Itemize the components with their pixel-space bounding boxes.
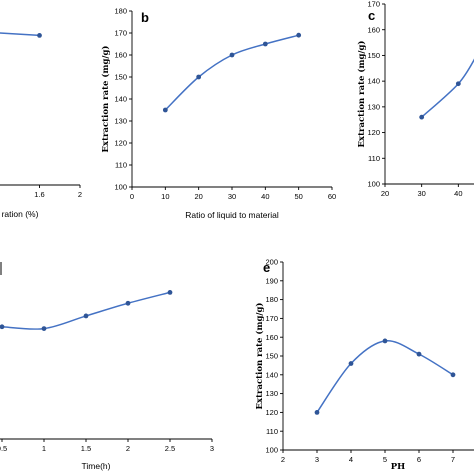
y-tick-label: 130 [265, 389, 278, 398]
data-point [450, 372, 456, 378]
x-tick-label: 7 [451, 455, 455, 464]
y-tick-label: 140 [265, 370, 278, 379]
y-axis-label: Extraction rate (mg/g) [356, 41, 367, 148]
x-axis-label: Time(h) [82, 461, 111, 471]
y-tick-label: 180 [114, 7, 127, 16]
x-tick-label: 40 [261, 192, 269, 201]
y-tick-label: 130 [367, 102, 380, 111]
data-point [162, 107, 168, 113]
y-tick-label: 120 [114, 139, 127, 148]
y-tick-label: 110 [266, 427, 278, 436]
y-tick-label: 200 [265, 258, 278, 267]
y-tick-label: 100 [114, 183, 127, 192]
x-tick-label: 50 [294, 192, 302, 201]
data-point [314, 410, 320, 415]
data-point [167, 289, 173, 295]
y-tick-label: 170 [367, 0, 380, 9]
x-tick-label: 20 [194, 192, 202, 201]
x-tick-label: 1 [42, 444, 46, 453]
x-tick-label: 30 [228, 192, 236, 201]
y-tick-label: 110 [115, 161, 127, 170]
y-tick-label: 140 [114, 95, 127, 104]
y-tick-label: 160 [265, 333, 278, 342]
data-point [416, 351, 422, 357]
data-point [419, 114, 425, 120]
x-tick-label: 3 [210, 444, 214, 453]
panel-label: c [368, 8, 375, 23]
y-axis-label: Extraction rate (mg/g) [254, 303, 265, 410]
x-tick-label: 3 [315, 455, 319, 464]
y-tick-label: 160 [367, 25, 380, 34]
x-tick-label: 0.5 [0, 444, 7, 453]
y-tick-label: 170 [114, 29, 127, 38]
x-tick-label: 30 [417, 189, 425, 198]
x-tick-label: 40 [454, 189, 462, 198]
data-point [37, 33, 42, 38]
y-tick-label: 130 [114, 117, 127, 126]
chart-panel-a: 1.6 2 ration (%) [0, 32, 82, 219]
y-tick-label: 100 [367, 180, 380, 189]
x-axis-label: PH [391, 462, 405, 472]
y-tick-label: 170 [265, 314, 278, 323]
x-axis-label: Ratio of liquid to material [185, 210, 279, 220]
x-axis-label: ration (%) [2, 209, 39, 219]
y-tick-label: 120 [265, 408, 278, 417]
y-tick-label: 150 [114, 73, 127, 82]
series-line [0, 32, 40, 37]
x-tick-label: 5 [383, 455, 387, 464]
data-point [41, 326, 47, 331]
y-axis-label: Extraction rate (mg/g) [100, 46, 111, 153]
x-tick-label: 60 [328, 192, 336, 201]
panel-label: b [141, 10, 149, 25]
x-tick-label: 1.5 [81, 444, 91, 453]
y-tick-label: 160 [114, 51, 127, 60]
x-tick-label: 1.6 [34, 190, 44, 199]
y-tick-label: 110 [368, 154, 380, 163]
x-tick-label: 10 [161, 192, 169, 201]
series-line [1, 291, 171, 330]
y-tick-label: 150 [265, 352, 278, 361]
y-tick-label: 140 [367, 77, 380, 86]
data-point [382, 338, 388, 344]
x-tick-label: 2 [281, 455, 285, 464]
data-point [83, 313, 89, 319]
series-line [164, 34, 299, 111]
y-tick-label: 100 [265, 446, 278, 455]
chart-panel-d: 0.5 1 1.5 2 2.5 3 Time(h) [0, 289, 214, 471]
y-tick-label: 120 [367, 128, 380, 137]
data-point [229, 52, 235, 58]
data-point [262, 41, 268, 47]
series-line [316, 340, 454, 413]
y-tick-label: 180 [265, 295, 278, 304]
x-tick-label: 20 [381, 189, 389, 198]
x-tick-label: 2 [126, 444, 130, 453]
data-point [196, 74, 202, 80]
y-tick-label: 150 [367, 51, 380, 60]
data-point [348, 361, 354, 366]
x-tick-label: 0 [130, 192, 134, 201]
x-tick-label: 4 [349, 455, 353, 464]
x-tick-label: 2 [78, 190, 82, 199]
y-tick-label: 190 [265, 276, 278, 285]
x-tick-label: 2.5 [165, 444, 175, 453]
data-point [0, 324, 5, 330]
series-line [421, 58, 474, 118]
data-point [455, 81, 461, 87]
chart-panel-e: 2 3 4 5 6 7 100 110 120 130 140 150 160 170 180 190 200e… [254, 258, 474, 472]
panel-label: e [263, 260, 270, 275]
data-point [296, 32, 302, 38]
x-tick-label: 6 [417, 455, 421, 464]
chart-panel-b: 0 10 20 30 40 50 60 100 110 120 130 140 150 160 170 180… [100, 7, 336, 220]
data-point [125, 300, 131, 306]
